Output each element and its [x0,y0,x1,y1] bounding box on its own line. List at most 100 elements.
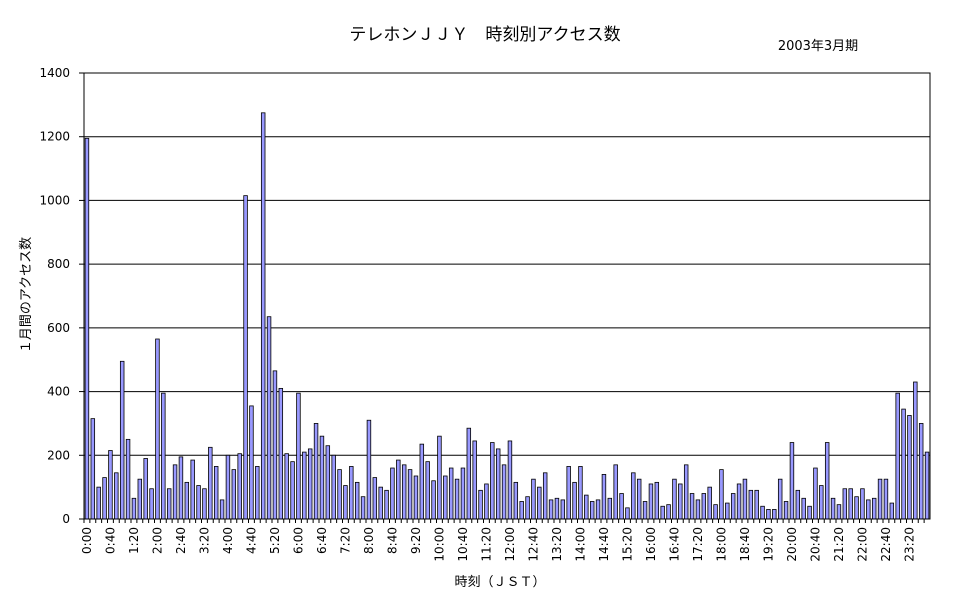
bar [307,448,313,520]
gridlines [84,72,930,520]
bar [437,435,442,520]
x-tick-label: 6:00 [291,527,305,554]
bar [431,480,436,520]
bar [795,489,801,520]
bar [707,486,712,520]
bar [672,478,677,520]
bar [507,440,513,520]
bar [260,112,266,520]
bar [913,381,918,520]
bar [772,509,777,520]
bar [907,415,912,520]
bar [554,497,560,520]
bar [325,445,331,520]
y-axis-label: １月間のアクセス数 [19,237,34,353]
bar [196,485,201,520]
x-tick-label: 2:40 [174,527,188,554]
bar [871,497,877,520]
bar [777,478,783,520]
bar [213,466,219,520]
x-tick-label: 22:40 [879,527,893,562]
y-tick-label: 200 [47,448,70,462]
bar [290,461,295,520]
bar [96,486,101,520]
bar [836,504,842,520]
bar [143,458,148,520]
bar [313,423,319,520]
bar [366,419,372,520]
bar [466,427,472,520]
x-tick-label: 17:20 [691,527,705,562]
x-tick-label: 8:00 [362,527,376,554]
y-tick-label: 1200 [39,130,70,144]
bars [84,112,930,520]
bar [219,499,225,520]
bar [237,453,242,520]
bar [848,488,853,520]
bar [901,408,906,520]
bar [249,405,254,520]
y-tick-label: 600 [47,321,70,335]
y-tick-label: 1000 [39,193,70,207]
bar [448,467,454,520]
x-tick-label: 2:00 [150,527,164,554]
x-tick-label: 12:00 [503,527,517,562]
chart-subtitle: 2003年3月期 [778,39,858,54]
x-tick-label: 19:20 [761,527,775,562]
bar [877,478,883,520]
bar [883,478,889,520]
bar [678,483,683,520]
x-tick-label: 15:20 [620,527,634,562]
bar [460,467,466,520]
bar [425,461,430,520]
bar [478,489,483,520]
x-tick-label: 20:00 [785,527,799,562]
bar [766,509,771,520]
bar [178,456,184,520]
bar [701,493,707,520]
bar [607,497,613,520]
bar [619,493,624,520]
bar [272,370,278,520]
bar [225,454,231,520]
chart-title: テレホンＪＪＹ 時刻別アクセス数 [349,25,620,45]
bar [666,504,671,520]
bar [924,451,930,520]
bar [842,488,848,520]
bar [566,466,571,520]
bar [161,392,166,520]
x-tick-label: 14:00 [573,527,587,562]
bar [413,475,419,520]
bar [401,464,407,520]
bar [760,505,765,520]
bar [102,477,107,520]
bar [419,443,425,520]
x-tick-label: 16:40 [667,527,681,562]
bar [589,501,595,520]
bar [202,488,207,520]
bar [84,137,90,520]
bar [584,494,589,520]
bar [278,387,284,520]
bar [601,473,607,520]
bar [918,423,924,520]
x-tick-label: 9:20 [409,527,423,554]
bar [119,360,125,520]
x-tick-label: 8:40 [385,527,399,554]
bar [501,464,507,520]
bar [613,464,618,520]
bar [542,472,548,520]
bar [131,497,137,520]
bar [208,446,213,520]
bar [537,486,542,520]
bar [125,438,131,520]
bar [636,478,642,520]
bar [372,477,378,520]
bar [454,478,460,520]
bar [531,478,536,520]
bar [519,501,524,520]
x-tick-label: 7:20 [338,527,352,554]
bar [255,466,260,520]
bar [390,467,395,520]
bar [354,481,360,520]
